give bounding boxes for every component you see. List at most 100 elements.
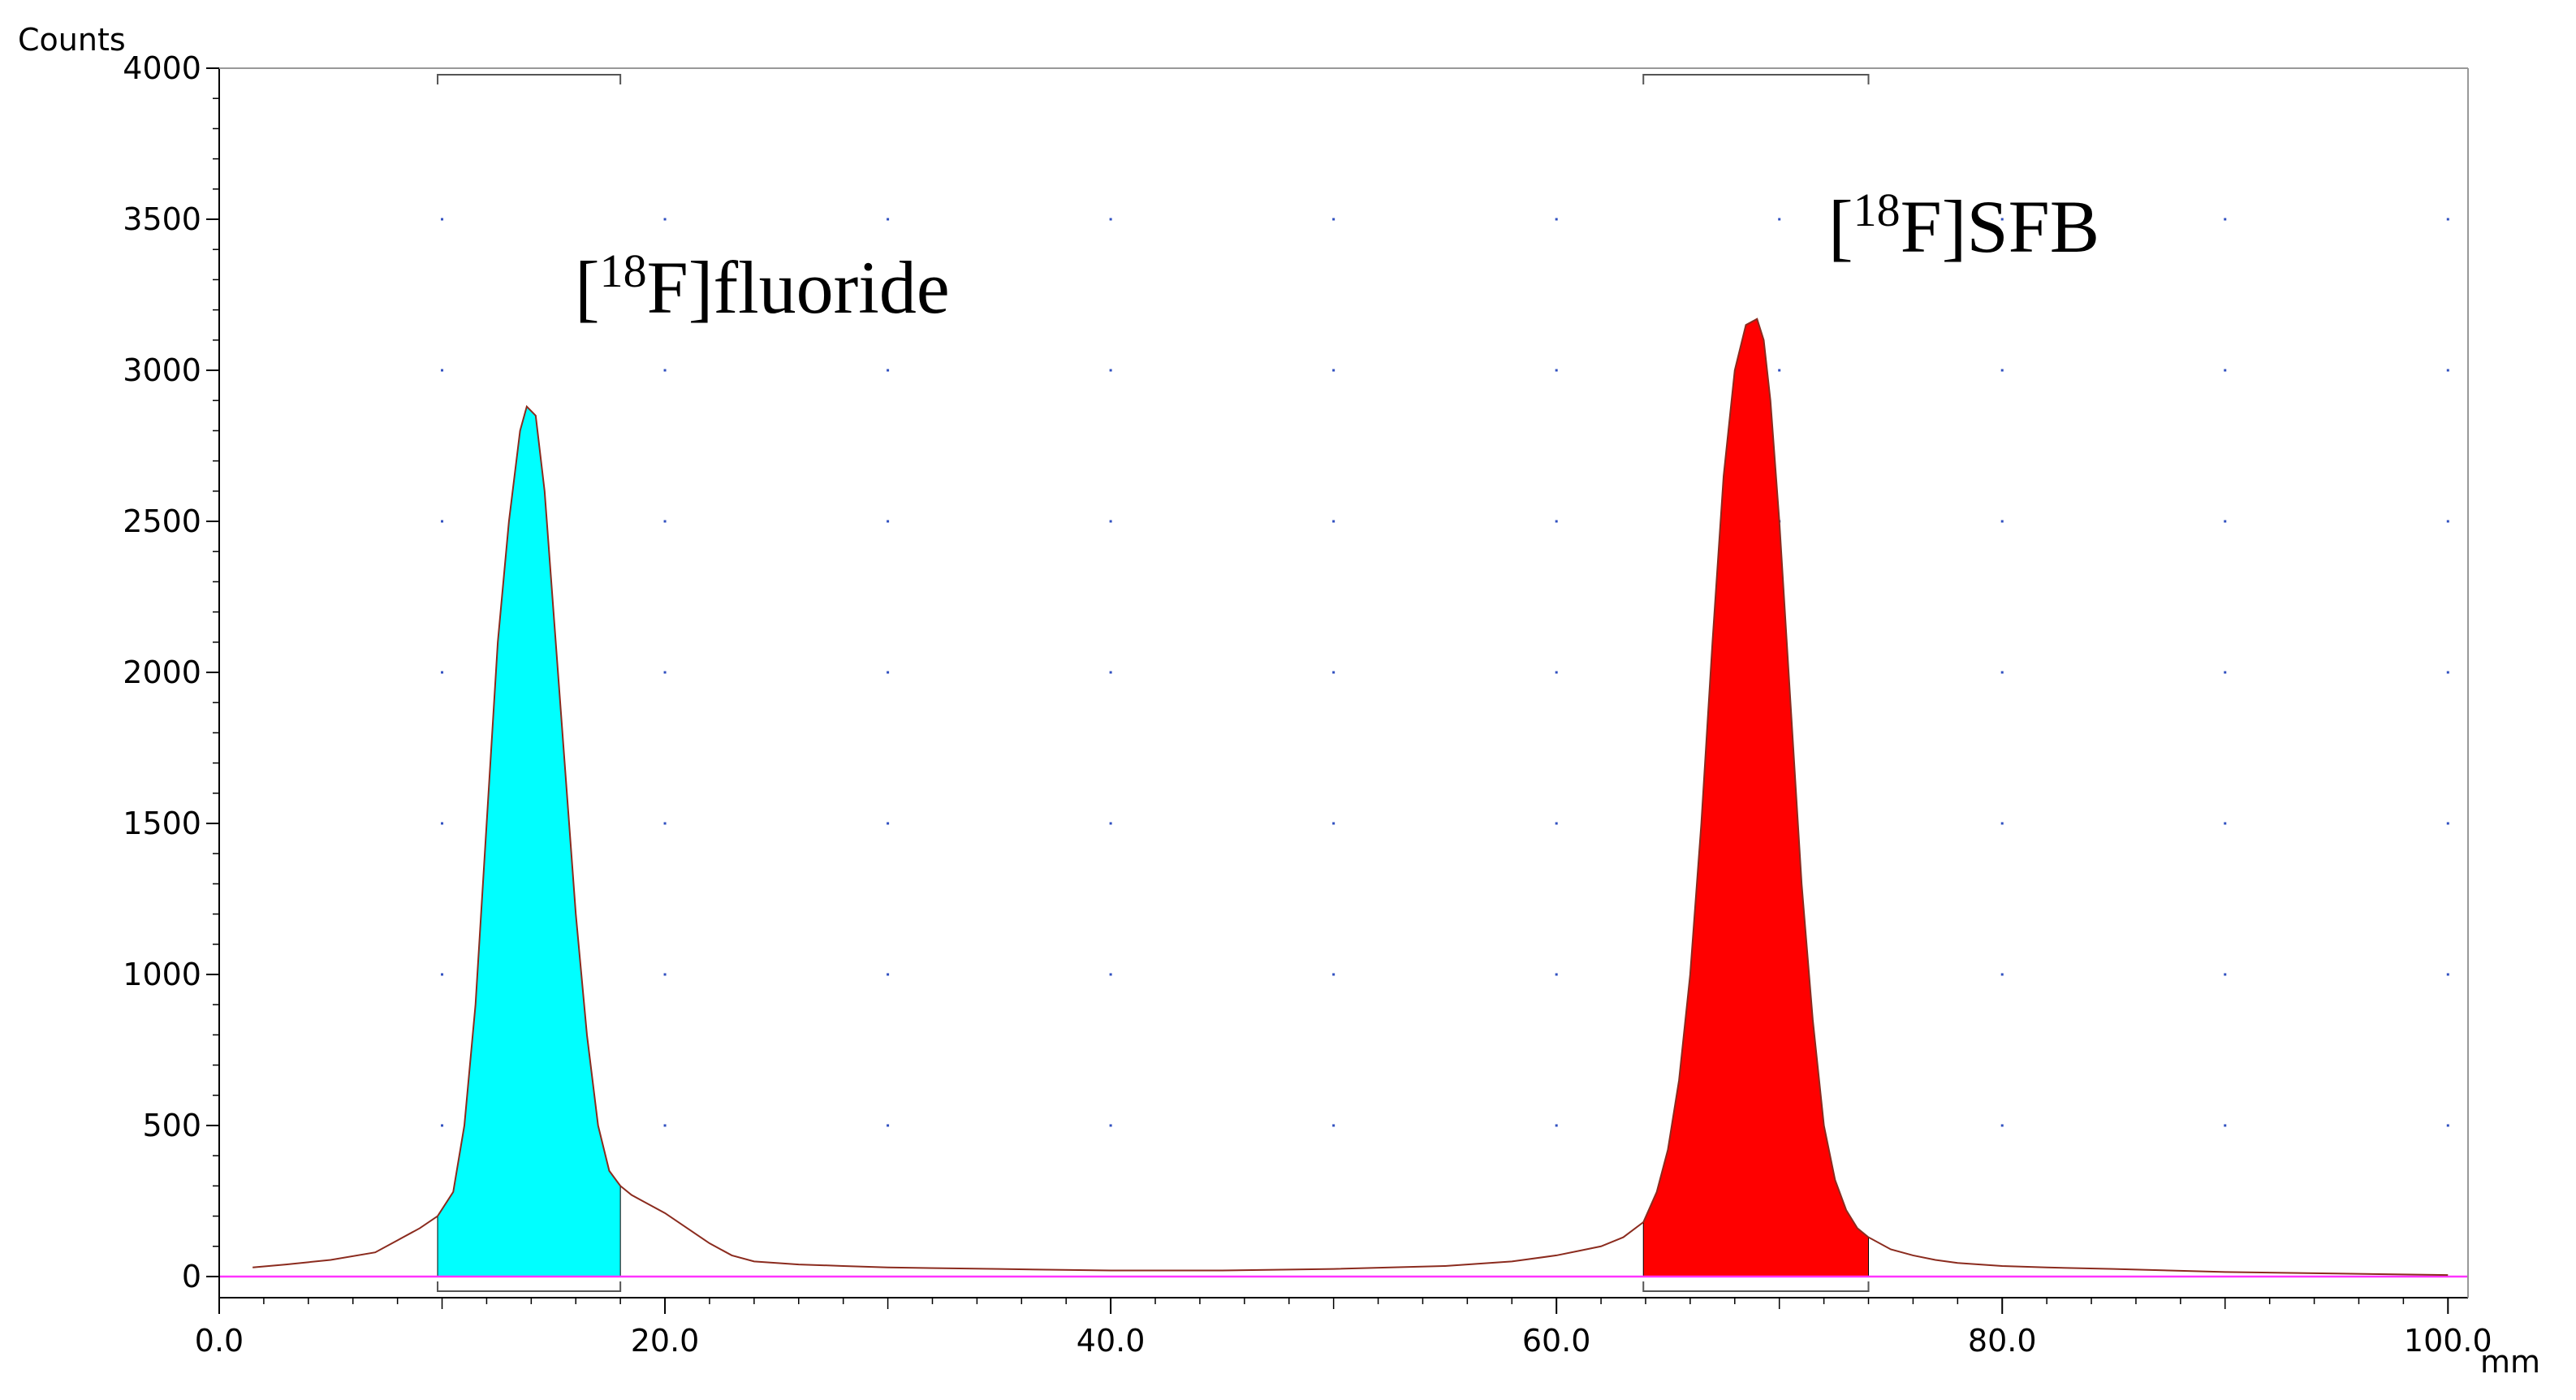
integration-bracket-top <box>437 74 622 84</box>
y-tick-label: 500 <box>142 1108 201 1143</box>
grid-dot <box>887 1124 890 1127</box>
y-tick-label: 3000 <box>123 352 201 388</box>
grid-dot <box>1109 369 1112 372</box>
grid-dot <box>2446 1124 2449 1127</box>
integration-bracket-bottom <box>1642 1281 1870 1292</box>
grid-dot <box>1555 369 1558 372</box>
grid-dot <box>2000 218 2004 221</box>
grid-dot <box>887 973 890 976</box>
x-tick-label: 0.0 <box>195 1323 244 1359</box>
grid-dot <box>663 822 667 825</box>
grid-dot <box>1555 218 1558 221</box>
grid-dot <box>2224 671 2227 674</box>
grid-dot <box>887 520 890 523</box>
grid-dot <box>441 1124 444 1127</box>
trace-layer <box>219 318 2468 1278</box>
grid-dot <box>441 520 444 523</box>
grid-dot <box>1778 218 1781 221</box>
y-tick-label: 1000 <box>123 957 201 992</box>
grid-dot <box>1555 1124 1558 1127</box>
grid-dot <box>663 520 667 523</box>
grid-dot <box>2224 822 2227 825</box>
axes <box>218 67 2469 1298</box>
grid-dot <box>2000 973 2004 976</box>
grid-dot <box>663 1124 667 1127</box>
grid-dot <box>1332 218 1335 221</box>
grid-dot <box>1109 520 1112 523</box>
y-axis-title: Counts <box>18 22 126 58</box>
ticks: 0 500 1000 1500 2000 2500 3000 3500 4000 0.0 20.0 4… <box>123 50 2492 1359</box>
grid-dot <box>1109 671 1112 674</box>
x-axis-unit: mm <box>2480 1344 2540 1380</box>
x-tick-label: 40.0 <box>1077 1323 1146 1359</box>
peak-area-0 <box>437 405 621 1277</box>
grid-dot <box>2224 973 2227 976</box>
grid-dot <box>663 671 667 674</box>
y-tick-label: 4000 <box>123 50 201 86</box>
grid-dot <box>887 369 890 372</box>
grid-dot <box>1555 520 1558 523</box>
grid-dot <box>1555 822 1558 825</box>
x-tick-label: 20.0 <box>631 1323 700 1359</box>
grid-dot <box>441 369 444 372</box>
annotation-sfb-text: F]SFB <box>1901 185 2100 268</box>
x-tick-label: 100.0 <box>2404 1323 2492 1359</box>
grid-dot <box>2446 369 2449 372</box>
grid-dot <box>1332 369 1335 372</box>
grid-dot <box>1109 1124 1112 1127</box>
grid-dot <box>1332 520 1335 523</box>
grid-dot <box>1109 973 1112 976</box>
grid-dot <box>1332 973 1335 976</box>
grid-dot <box>663 973 667 976</box>
annotation-sfb-bracket: [ <box>1828 185 1853 268</box>
annotation-fluoride-sup: 18 <box>600 244 647 297</box>
grid-dot <box>441 822 444 825</box>
grid-dot <box>2446 218 2449 221</box>
grid-dot <box>2000 369 2004 372</box>
x-tick-label: 80.0 <box>1968 1323 2037 1359</box>
grid-dot <box>2446 822 2449 825</box>
grid-dot <box>887 822 890 825</box>
grid-dot <box>663 218 667 221</box>
annotation-sfb-sup: 18 <box>1853 184 1901 236</box>
grid-dot <box>2000 1124 2004 1127</box>
grid-dot <box>2224 520 2227 523</box>
grid-dot <box>441 218 444 221</box>
grid-dot <box>1109 822 1112 825</box>
grid-dot <box>441 671 444 674</box>
grid-dot <box>887 218 890 221</box>
integration-bracket-top <box>1642 74 1870 84</box>
annotation-fluoride: [18F]fluoride <box>575 244 950 329</box>
grid-dot <box>887 671 890 674</box>
grid-dot <box>2224 1124 2227 1127</box>
y-tick-label: 2500 <box>123 503 201 539</box>
x-tick-label: 60.0 <box>1522 1323 1591 1359</box>
y-tick-label: 3500 <box>123 201 201 237</box>
y-tick-label: 2000 <box>123 655 201 690</box>
annotation-fluoride-bracket: [ <box>575 246 600 329</box>
peak-area-1 <box>1642 318 1870 1277</box>
grid-dot <box>2224 218 2227 221</box>
grid-dot <box>2000 822 2004 825</box>
grid-dot <box>2446 973 2449 976</box>
grid-dot <box>1332 822 1335 825</box>
grid-dot <box>1555 671 1558 674</box>
grid-dot <box>1332 671 1335 674</box>
grid-dot <box>2000 520 2004 523</box>
series-trace <box>252 318 2449 1277</box>
grid-dot <box>663 369 667 372</box>
grid-dot <box>1555 973 1558 976</box>
annotation-sfb: [18F]SFB <box>1828 184 2099 268</box>
integration-bracket-bottom <box>437 1281 622 1292</box>
grid-dot <box>441 973 444 976</box>
grid-dot <box>2000 671 2004 674</box>
grid-dot <box>2446 671 2449 674</box>
grid-dot <box>1778 369 1781 372</box>
grid <box>441 218 2449 1127</box>
y-tick-label: 0 <box>182 1259 201 1294</box>
grid-dot <box>1332 1124 1335 1127</box>
grid-dot <box>2446 520 2449 523</box>
annotation-fluoride-text: F]fluoride <box>647 246 950 329</box>
y-tick-label: 1500 <box>123 806 201 841</box>
grid-dot <box>1109 218 1112 221</box>
